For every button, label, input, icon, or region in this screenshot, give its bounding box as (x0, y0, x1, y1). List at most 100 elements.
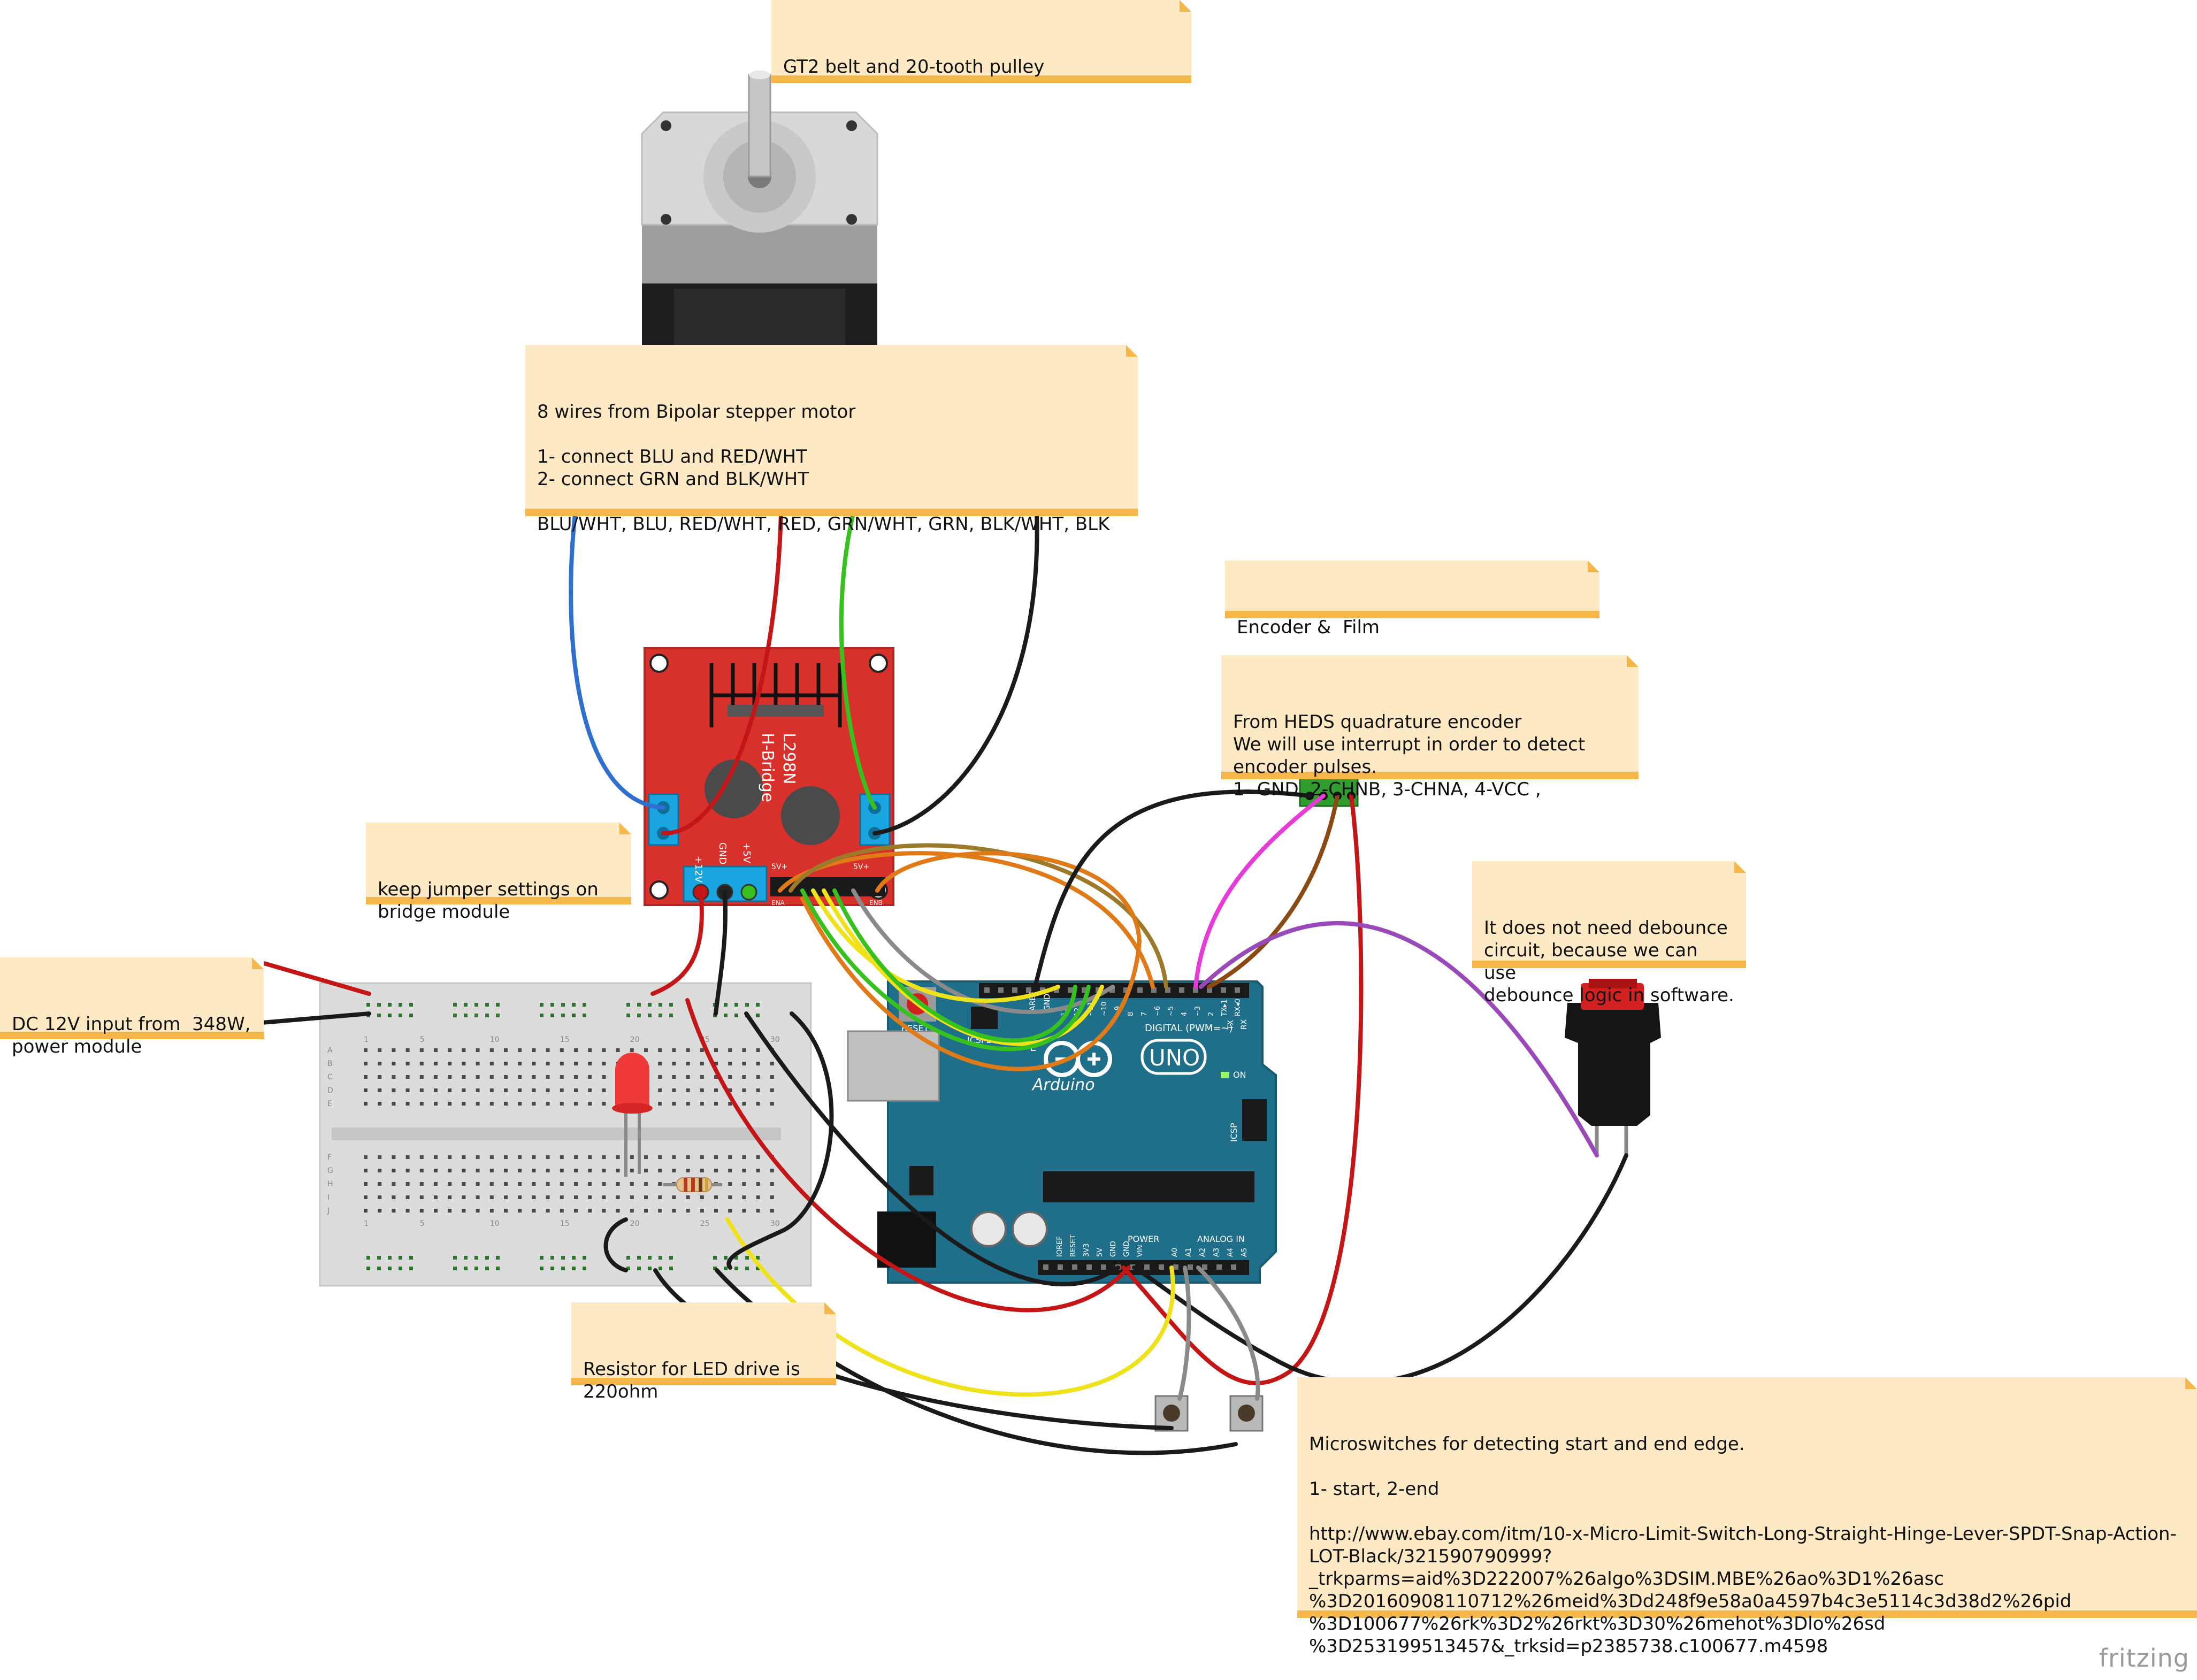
breadboard-hole[interactable] (728, 1209, 732, 1213)
breadboard-hole[interactable] (630, 1209, 634, 1213)
rail-hole[interactable] (399, 1014, 402, 1017)
breadboard-hole[interactable] (770, 1195, 774, 1199)
breadboard-hole[interactable] (574, 1048, 578, 1052)
breadboard-hole[interactable] (489, 1195, 494, 1199)
breadboard-hole[interactable] (574, 1088, 578, 1092)
rail-hole[interactable] (648, 1003, 652, 1007)
breadboard-hole[interactable] (462, 1048, 466, 1052)
breadboard-hole[interactable] (742, 1155, 746, 1159)
wire-black-dc[interactable] (260, 1011, 371, 1025)
breadboard-hole[interactable] (405, 1075, 410, 1079)
rail-hole[interactable] (474, 1267, 478, 1270)
breadboard-hole[interactable] (574, 1062, 578, 1065)
breadboard-hole[interactable] (364, 1102, 368, 1106)
breadboard-hole[interactable] (476, 1169, 480, 1172)
breadboard-hole[interactable] (364, 1182, 368, 1186)
breadboard-hole[interactable] (546, 1062, 550, 1065)
breadboard-hole[interactable] (392, 1182, 396, 1186)
rail-hole[interactable] (540, 1256, 543, 1260)
breadboard-hole[interactable] (574, 1209, 578, 1213)
breadboard-hole[interactable] (504, 1062, 508, 1065)
breadboard-hole[interactable] (504, 1075, 508, 1079)
breadboard-hole[interactable] (672, 1088, 676, 1092)
breadboard-hole[interactable] (434, 1169, 438, 1172)
breadboard-hole[interactable] (616, 1209, 620, 1213)
breadboard-hole[interactable] (489, 1048, 494, 1052)
breadboard-hole[interactable] (419, 1209, 424, 1213)
rail-hole[interactable] (637, 1003, 641, 1007)
rail-hole[interactable] (669, 1003, 673, 1007)
header-pin[interactable] (1026, 987, 1031, 993)
breadboard-hole[interactable] (518, 1182, 522, 1186)
breadboard-hole[interactable] (574, 1195, 578, 1199)
breadboard-hole[interactable] (462, 1088, 466, 1092)
breadboard-hole[interactable] (686, 1088, 690, 1092)
breadboard-hole[interactable] (616, 1155, 620, 1159)
breadboard-hole[interactable] (364, 1209, 368, 1213)
breadboard-hole[interactable] (546, 1102, 550, 1106)
rail-hole[interactable] (496, 1003, 500, 1007)
breadboard-hole[interactable] (630, 1195, 634, 1199)
breadboard-hole[interactable] (405, 1088, 410, 1092)
rail-hole[interactable] (550, 1256, 554, 1260)
rail-hole[interactable] (734, 1256, 738, 1260)
breadboard-hole[interactable] (405, 1062, 410, 1065)
breadboard-hole[interactable] (728, 1048, 732, 1052)
breadboard-hole[interactable] (448, 1048, 452, 1052)
header-pin[interactable] (998, 987, 1004, 993)
breadboard-hole[interactable] (546, 1182, 550, 1186)
breadboard-hole[interactable] (686, 1075, 690, 1079)
breadboard-hole[interactable] (489, 1209, 494, 1213)
breadboard-hole[interactable] (489, 1102, 494, 1106)
wire-red-12v[interactable] (650, 890, 704, 996)
breadboard-hole[interactable] (546, 1195, 550, 1199)
breadboard-hole[interactable] (434, 1209, 438, 1213)
rail-hole[interactable] (561, 1256, 565, 1260)
breadboard-hole[interactable] (700, 1102, 704, 1106)
rail-hole[interactable] (745, 1003, 749, 1007)
breadboard-hole[interactable] (518, 1062, 522, 1065)
breadboard-hole[interactable] (419, 1062, 424, 1065)
rail-hole[interactable] (669, 1014, 673, 1017)
breadboard-hole[interactable] (644, 1048, 648, 1052)
breadboard-hole[interactable] (476, 1155, 480, 1159)
rail-hole[interactable] (485, 1014, 489, 1017)
rail-hole[interactable] (648, 1267, 652, 1270)
rail-hole[interactable] (399, 1003, 402, 1007)
header-pin[interactable] (1012, 987, 1017, 993)
breadboard-hole[interactable] (405, 1102, 410, 1106)
breadboard-hole[interactable] (574, 1075, 578, 1079)
rail-hole[interactable] (366, 1003, 370, 1007)
breadboard-hole[interactable] (462, 1062, 466, 1065)
breadboard-hole[interactable] (700, 1048, 704, 1052)
breadboard-hole[interactable] (434, 1195, 438, 1199)
breadboard-hole[interactable] (770, 1075, 774, 1079)
breadboard-hole[interactable] (560, 1155, 564, 1159)
rail-hole[interactable] (637, 1256, 641, 1260)
breadboard-hole[interactable] (518, 1088, 522, 1092)
breadboard-hole[interactable] (405, 1195, 410, 1199)
rail-hole[interactable] (409, 1003, 413, 1007)
breadboard-hole[interactable] (462, 1075, 466, 1079)
breadboard-hole[interactable] (672, 1195, 676, 1199)
breadboard-hole[interactable] (700, 1155, 704, 1159)
breadboard-hole[interactable] (714, 1048, 718, 1052)
breadboard-hole[interactable] (742, 1062, 746, 1065)
rail-hole[interactable] (474, 1256, 478, 1260)
breadboard-hole[interactable] (364, 1195, 368, 1199)
breadboard-hole[interactable] (658, 1195, 662, 1199)
breadboard-hole[interactable] (378, 1048, 382, 1052)
debounce-push-button[interactable] (1565, 979, 1661, 1155)
breadboard-hole[interactable] (588, 1209, 592, 1213)
header-pin[interactable] (1173, 1264, 1178, 1270)
breadboard-hole[interactable] (602, 1048, 606, 1052)
breadboard-hole[interactable] (364, 1088, 368, 1092)
breadboard-hole[interactable] (518, 1102, 522, 1106)
rail-hole[interactable] (377, 1256, 381, 1260)
breadboard-hole[interactable] (489, 1155, 494, 1159)
breadboard-hole[interactable] (644, 1169, 648, 1172)
rail-hole[interactable] (626, 1003, 630, 1007)
breadboard-hole[interactable] (588, 1195, 592, 1199)
header-pin[interactable] (1058, 1264, 1063, 1270)
breadboard-hole[interactable] (728, 1088, 732, 1092)
